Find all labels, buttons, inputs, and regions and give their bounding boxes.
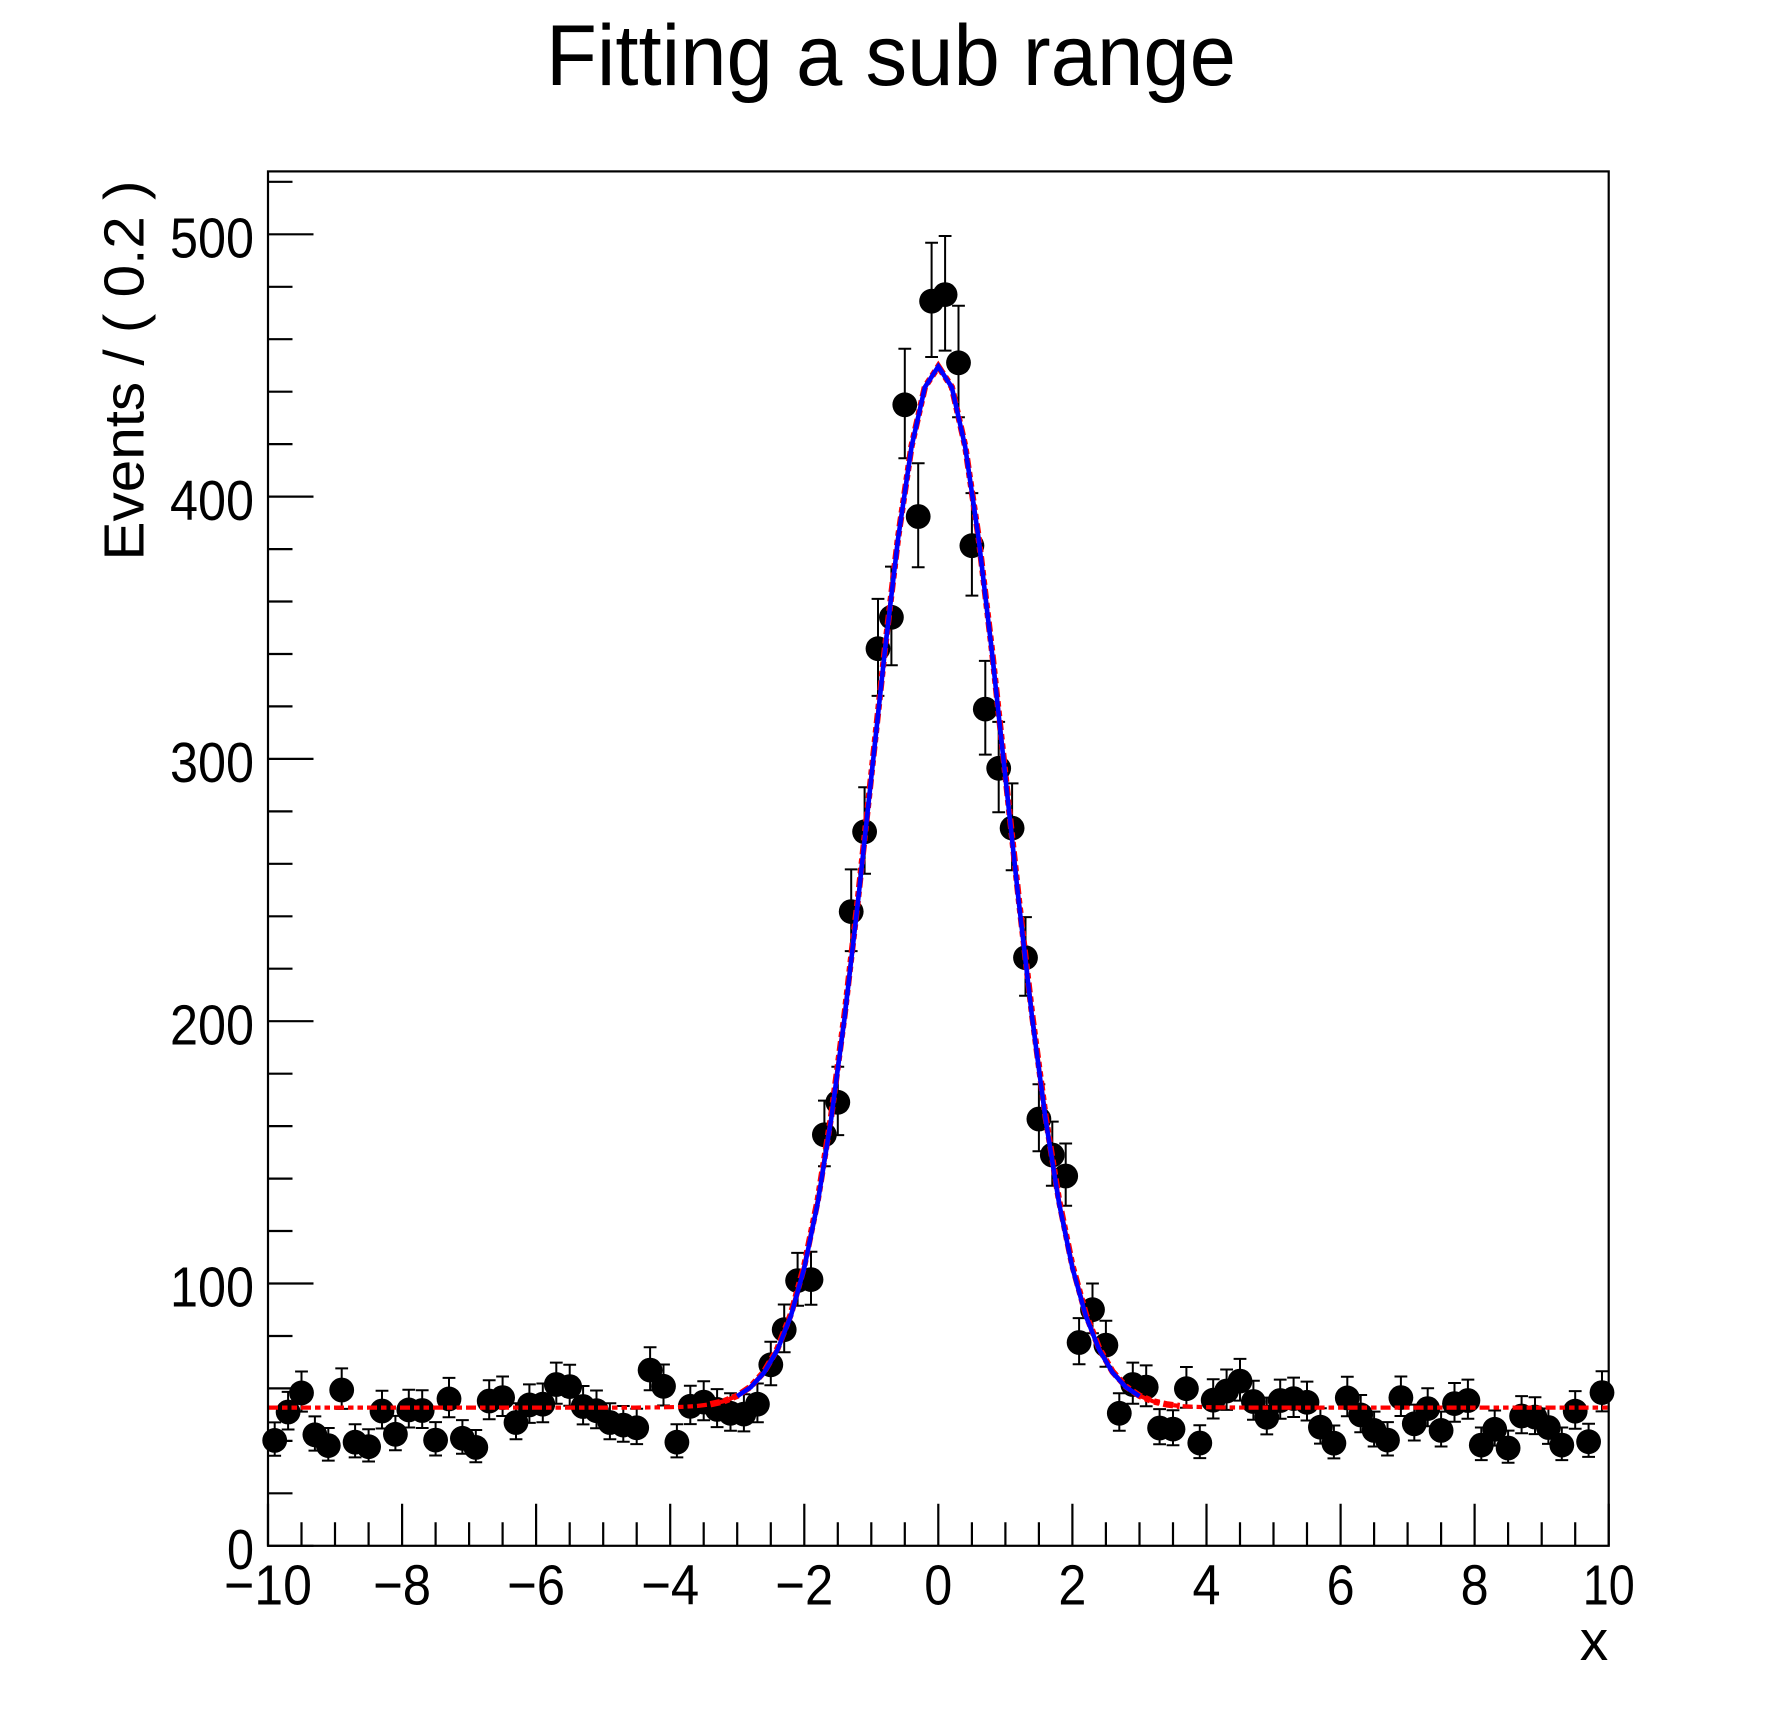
svg-text:0: 0 xyxy=(227,1518,254,1582)
svg-text:−6: −6 xyxy=(507,1554,565,1618)
svg-text:4: 4 xyxy=(1193,1554,1221,1618)
svg-text:8: 8 xyxy=(1461,1554,1489,1618)
svg-text:Fitting a sub range: Fitting a sub range xyxy=(546,8,1236,104)
svg-text:10: 10 xyxy=(1583,1554,1635,1618)
svg-text:2: 2 xyxy=(1058,1554,1086,1618)
svg-text:400: 400 xyxy=(170,469,254,533)
svg-text:−2: −2 xyxy=(775,1554,833,1618)
svg-text:500: 500 xyxy=(170,207,254,271)
svg-text:300: 300 xyxy=(170,731,254,795)
svg-text:100: 100 xyxy=(170,1256,254,1320)
svg-text:−4: −4 xyxy=(641,1554,699,1618)
svg-text:6: 6 xyxy=(1327,1554,1355,1618)
svg-text:−8: −8 xyxy=(373,1554,431,1618)
svg-text:x: x xyxy=(1580,1609,1609,1673)
svg-text:−10: −10 xyxy=(224,1554,312,1618)
svg-text:Events / ( 0.2 ): Events / ( 0.2 ) xyxy=(93,181,157,561)
svg-text:200: 200 xyxy=(170,993,254,1057)
svg-text:0: 0 xyxy=(924,1554,952,1618)
